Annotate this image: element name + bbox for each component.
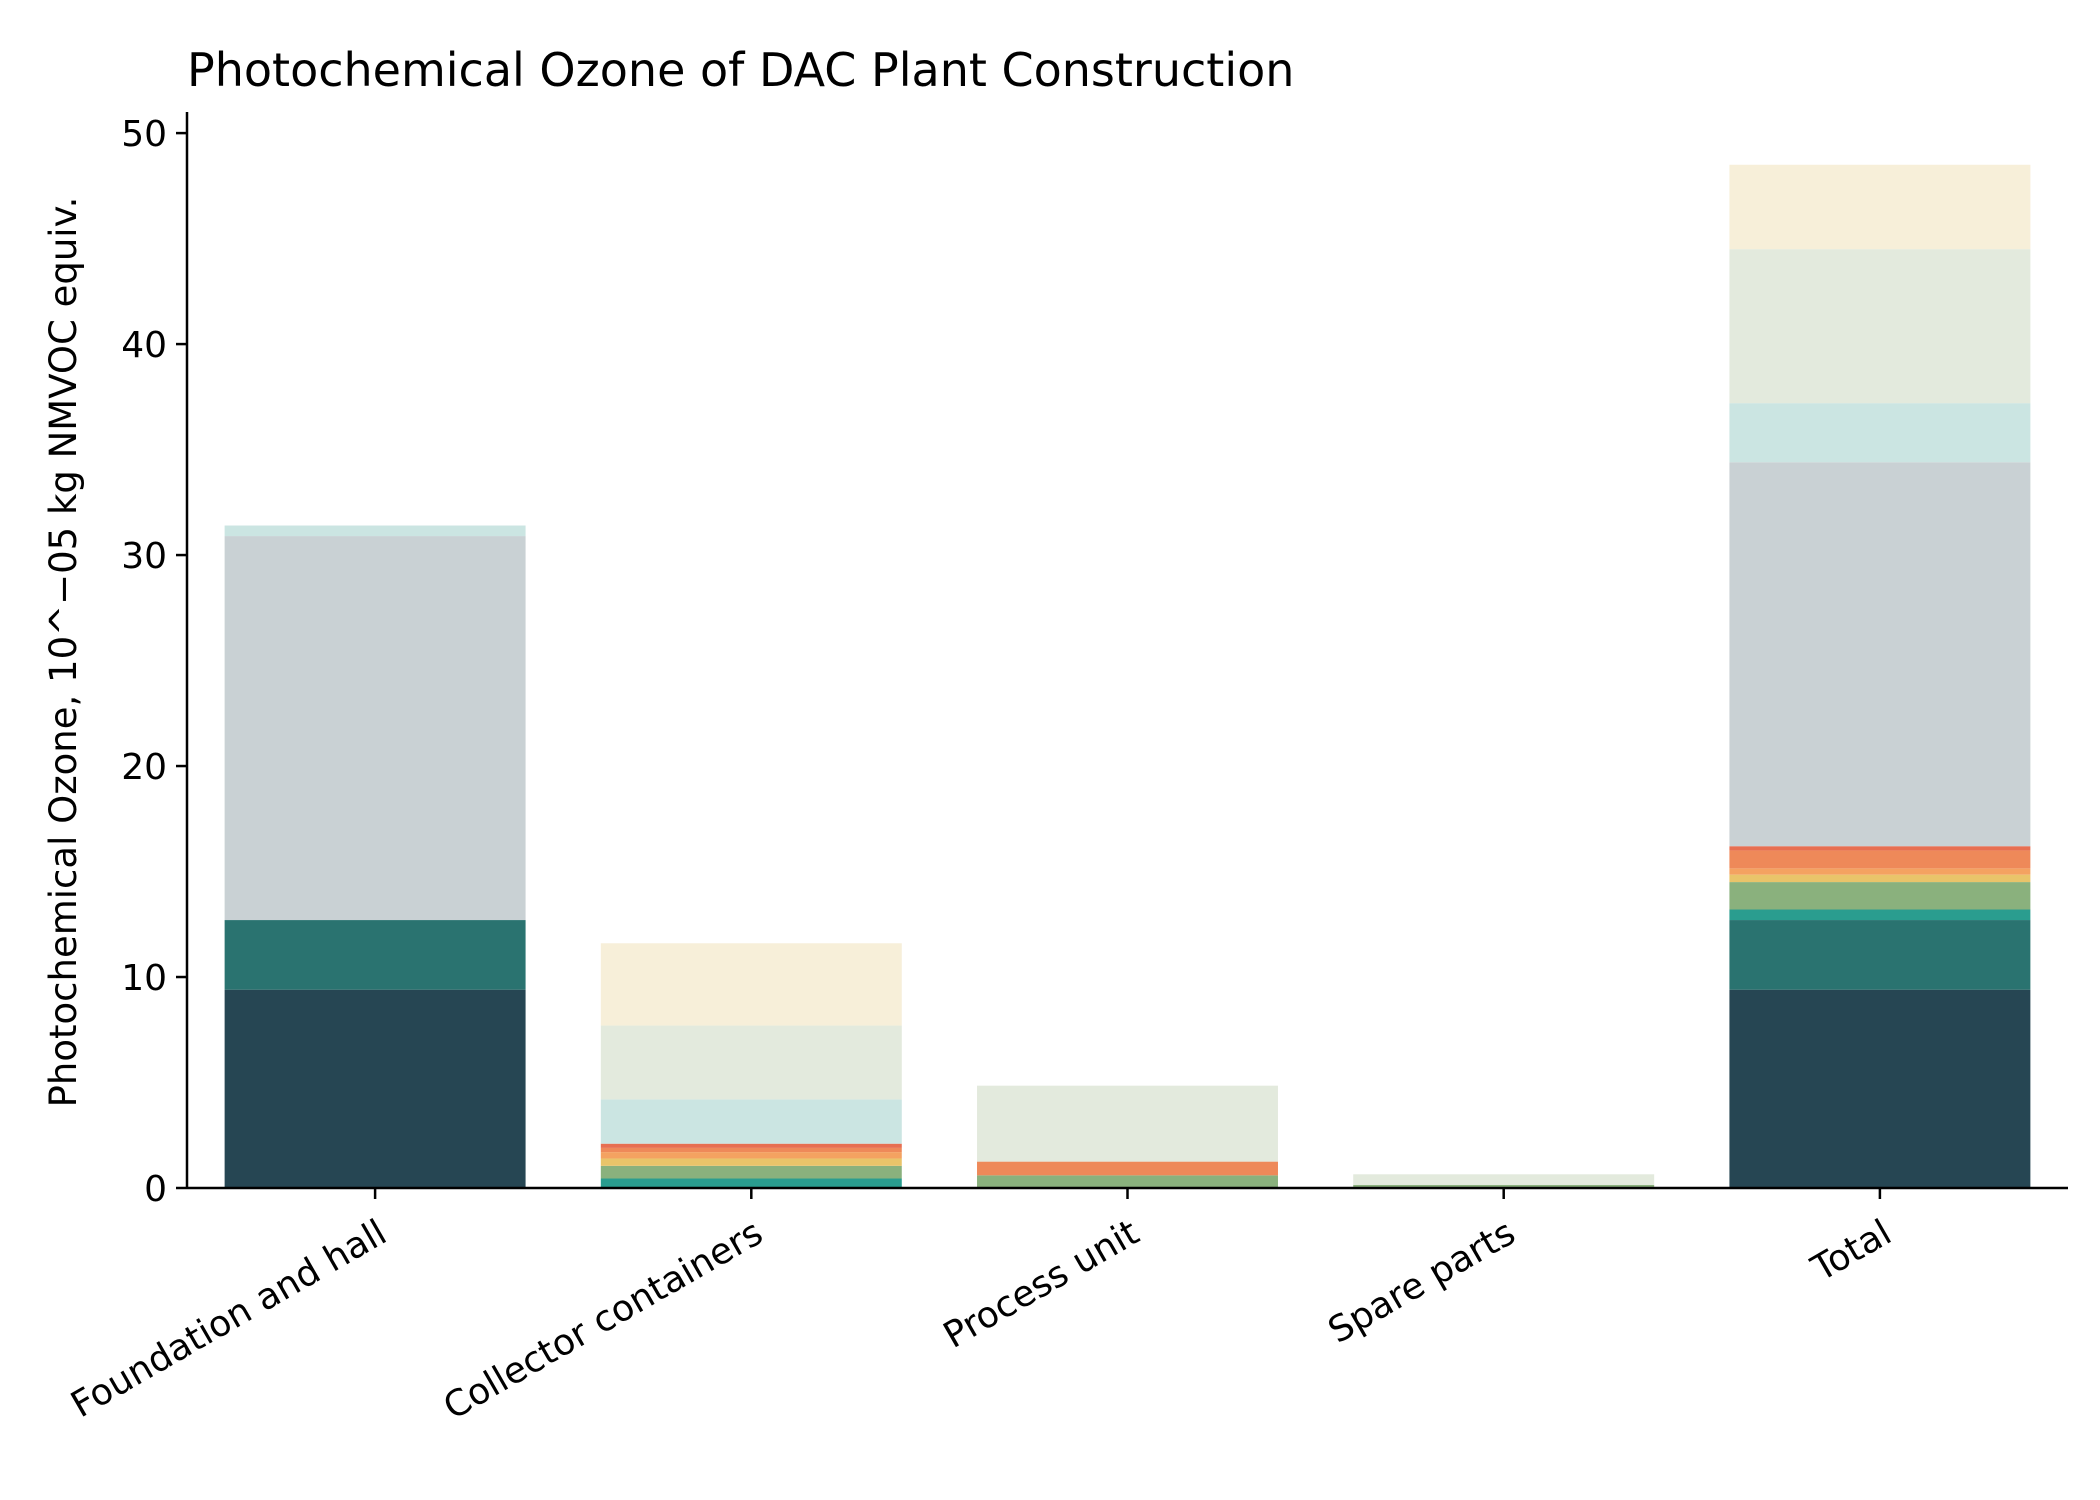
x-tick-label-3: Process unit xyxy=(937,1212,1146,1356)
bar-segment-5-2 xyxy=(1729,920,2031,990)
x-tick-label-4: Spare parts xyxy=(1322,1212,1523,1351)
bar-segment-5-10 xyxy=(1729,403,2031,463)
y-tick-label-6: 50 xyxy=(121,114,167,155)
bars-group xyxy=(224,164,2031,1188)
bar-segment-2-6 xyxy=(600,1152,902,1159)
bar-segment-5-3 xyxy=(1729,909,2031,921)
bar-segment-5-4 xyxy=(1729,882,2031,910)
y-tick-label-1: 0 xyxy=(144,1169,167,1210)
bar-segment-1-1 xyxy=(224,989,526,1188)
x-tick-label-2: Collector containers xyxy=(437,1212,770,1428)
bar-segment-5-8 xyxy=(1729,846,2031,851)
bar-segment-4-4 xyxy=(1353,1184,1655,1187)
chart-title: Photochemical Ozone of DAC Plant Constru… xyxy=(187,43,1294,97)
bar-segment-5-7 xyxy=(1729,850,2031,869)
bar-segment-5-5 xyxy=(1729,874,2031,883)
bar-segment-2-12 xyxy=(600,943,902,1026)
y-tick-label-3: 20 xyxy=(121,747,167,788)
bar-segment-5-11 xyxy=(1729,249,2031,404)
bar-segment-2-11 xyxy=(600,1025,902,1100)
bar-segment-2-3 xyxy=(600,1178,902,1188)
bar-segment-2-10 xyxy=(600,1099,902,1144)
bar-segment-4-11 xyxy=(1353,1174,1655,1185)
bar-segment-2-5 xyxy=(600,1158,902,1166)
bar-segment-5-9 xyxy=(1729,462,2031,847)
y-tick-label-2: 10 xyxy=(121,958,167,999)
y-tick-label-5: 40 xyxy=(121,325,167,366)
y-axis-label: Photochemical Ozone, 10^−05 kg NMVOC equ… xyxy=(42,197,85,1108)
bar-segment-3-11 xyxy=(977,1085,1278,1162)
bar-segment-2-4 xyxy=(600,1165,902,1179)
bar-segment-5-1 xyxy=(1729,989,2031,1188)
x-tick-label-1: Foundation and hall xyxy=(64,1212,393,1426)
bar-segment-1-2 xyxy=(224,920,526,990)
bar-segment-5-6 xyxy=(1729,868,2031,875)
bar-segment-5-12 xyxy=(1729,164,2031,250)
bar-segment-3-7 xyxy=(977,1161,1278,1176)
bar-segment-1-10 xyxy=(224,525,526,537)
bar-segment-2-8 xyxy=(600,1143,902,1148)
x-tick-label-5: Total xyxy=(1804,1212,1898,1290)
bar-segment-1-9 xyxy=(224,536,526,921)
y-tick-label-4: 30 xyxy=(121,536,167,577)
y-ticks-group: 0 10 20 30 40 50 xyxy=(121,114,187,1210)
bar-segment-3-4 xyxy=(977,1175,1278,1188)
bar-segment-2-7 xyxy=(600,1147,902,1153)
x-ticks-group: Foundation and hall Collector containers P… xyxy=(64,1188,1898,1428)
